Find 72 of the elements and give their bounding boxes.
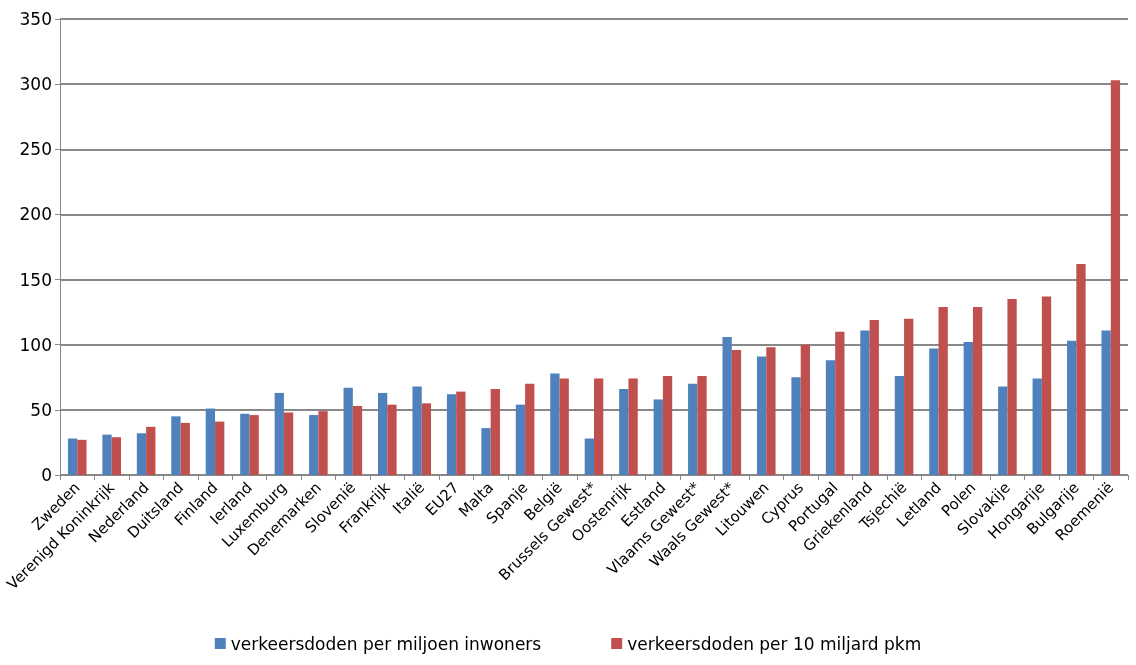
bar: [446, 394, 457, 475]
bar: [77, 439, 87, 475]
bar: [869, 319, 879, 475]
bar: [240, 413, 250, 475]
bar: [171, 416, 181, 475]
bar: [791, 377, 801, 475]
bar: [136, 433, 147, 475]
bar: [731, 349, 742, 475]
bar: [697, 375, 707, 475]
bar: [628, 378, 638, 475]
bar: [490, 389, 500, 475]
bar: [825, 360, 836, 475]
bar: [249, 415, 259, 475]
bar: [929, 348, 939, 475]
bar: [662, 375, 673, 475]
bar: [421, 403, 432, 475]
bar: [1007, 299, 1017, 475]
bar: [412, 386, 422, 475]
bar: [1032, 378, 1042, 475]
bar: [756, 356, 767, 475]
bar: [215, 421, 225, 475]
bar: [1076, 263, 1086, 475]
bar: [387, 404, 397, 475]
legend-label: verkeersdoden per miljoen inwoners: [230, 633, 542, 654]
y-tick-label: 350: [19, 9, 52, 29]
bar: [102, 434, 112, 475]
bar: [584, 438, 594, 475]
bar: [594, 378, 604, 475]
bar: [146, 426, 156, 475]
bar: [835, 331, 845, 475]
y-tick-label: 300: [19, 74, 52, 95]
bar: [860, 330, 870, 475]
bar: [722, 336, 732, 475]
legend-label: verkeersdoden per 10 miljard pkm: [627, 633, 922, 654]
bar: [377, 392, 388, 475]
y-tick-label: 200: [19, 204, 52, 225]
bar: [1067, 340, 1077, 475]
bar: [963, 342, 973, 475]
bar: [111, 437, 121, 475]
bar: [274, 392, 284, 475]
bar: [619, 389, 629, 475]
bar: [352, 405, 363, 475]
bar: [998, 386, 1008, 475]
bar: [318, 411, 328, 475]
bar: [205, 408, 216, 475]
y-tick-label: 0: [41, 465, 52, 485]
bar: [653, 399, 663, 475]
bar: [525, 383, 535, 475]
y-tick-label: 250: [19, 139, 52, 160]
bar: [1101, 330, 1111, 475]
bar: [559, 378, 569, 475]
bar: [800, 344, 811, 475]
y-tick-label: 100: [19, 334, 52, 355]
bar: [938, 306, 948, 475]
bar: [1110, 80, 1121, 475]
bar: [972, 306, 983, 475]
bar: [180, 422, 190, 475]
bar: [515, 404, 526, 475]
y-tick-label: 150: [19, 269, 52, 290]
bar: [283, 412, 294, 475]
bar: [481, 428, 491, 475]
bar: [894, 375, 905, 475]
bar: [688, 383, 698, 475]
bar: [456, 391, 466, 475]
bar: [67, 438, 78, 475]
bar: [904, 318, 914, 475]
bar: [309, 415, 319, 475]
bar: [550, 373, 560, 475]
bar: [766, 347, 776, 475]
y-tick-label: 50: [30, 399, 52, 420]
bar: [1041, 296, 1052, 475]
bar: [343, 387, 353, 475]
